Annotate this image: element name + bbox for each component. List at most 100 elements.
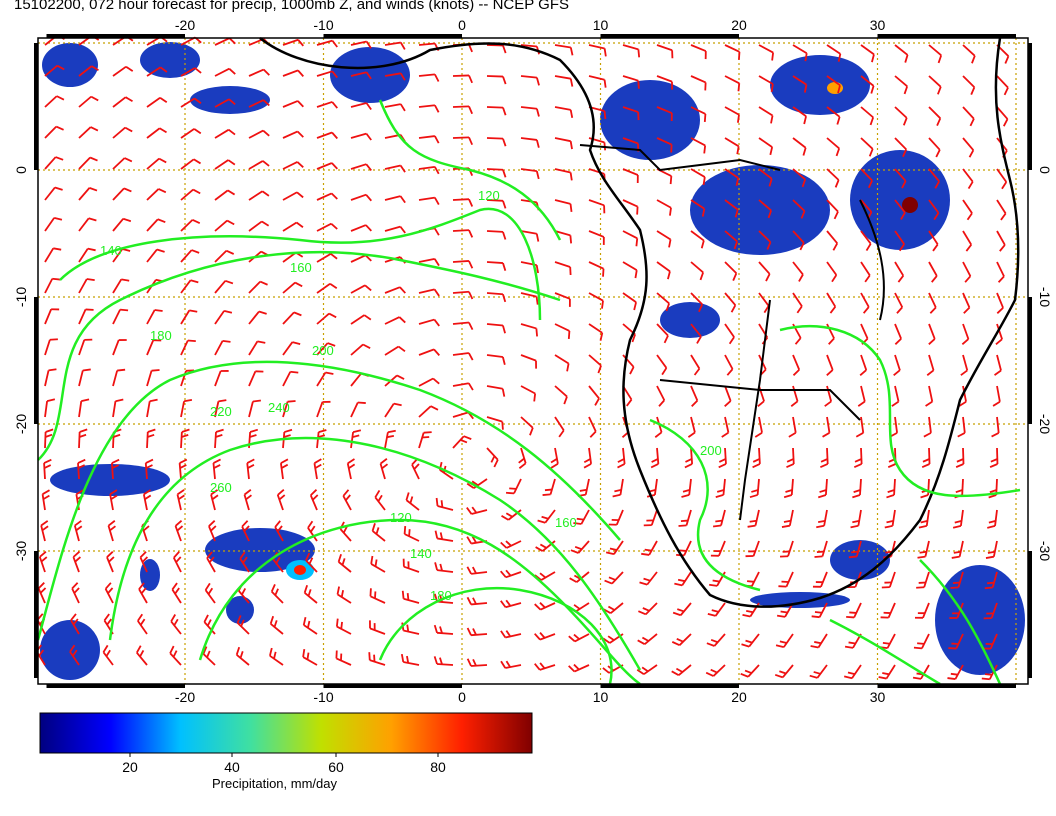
wind-barb xyxy=(204,582,216,604)
wind-barb xyxy=(554,199,573,212)
wind-barb xyxy=(500,660,522,669)
wind-barb xyxy=(403,525,420,542)
wind-barb xyxy=(44,368,57,387)
wind-barb xyxy=(690,199,706,217)
wind-barb xyxy=(384,72,406,81)
wind-barb xyxy=(276,489,286,511)
wind-barb xyxy=(656,75,673,90)
wind-barb xyxy=(588,199,606,214)
wind-barb xyxy=(282,370,299,387)
wind-barb xyxy=(44,428,54,449)
colorbar xyxy=(39,712,533,754)
wind-barb xyxy=(588,261,605,277)
wind-barb xyxy=(569,571,590,583)
wind-barb xyxy=(923,416,932,438)
wind-barb xyxy=(724,230,739,250)
lon-tick-bottom: 20 xyxy=(731,689,747,705)
frame-segment xyxy=(877,684,1016,688)
wind-barb xyxy=(269,615,284,635)
wind-barb xyxy=(554,261,572,276)
wind-barb xyxy=(774,664,794,679)
wind-barb xyxy=(384,402,402,418)
colorbar-label: Precipitation, mm/day xyxy=(212,776,337,791)
wind-barb xyxy=(44,247,62,263)
wind-barb xyxy=(656,44,674,59)
wind-barb xyxy=(486,292,507,303)
wind-barb xyxy=(486,354,506,365)
wind-barb xyxy=(893,354,901,376)
wind-barb xyxy=(928,44,943,64)
wind-barb xyxy=(820,447,829,469)
wind-barb xyxy=(780,540,794,558)
contour-line xyxy=(36,360,621,641)
wind-barb xyxy=(248,220,270,232)
wind-barb xyxy=(962,261,972,283)
wind-barb xyxy=(859,354,868,376)
wind-barb xyxy=(961,323,970,345)
wind-barb xyxy=(721,416,730,438)
wind-barb xyxy=(758,106,774,124)
lat-tick-left: -30 xyxy=(13,541,29,561)
wind-barb xyxy=(239,551,250,573)
wind-barb xyxy=(690,75,707,91)
wind-barb xyxy=(786,447,795,469)
wind-barb xyxy=(102,644,114,666)
contour-label: 120 xyxy=(390,510,412,525)
wind-barb xyxy=(346,458,356,480)
wind-barb xyxy=(146,248,165,263)
wind-barb xyxy=(886,478,896,499)
wind-barb xyxy=(37,582,47,604)
wind-barb xyxy=(622,168,639,184)
wind-barb xyxy=(860,168,873,189)
wind-barb xyxy=(282,341,301,356)
wind-barb xyxy=(554,292,571,307)
contour-label: 200 xyxy=(312,343,334,358)
contour-label: 240 xyxy=(268,400,290,415)
wind-barb xyxy=(605,540,624,556)
wind-barb xyxy=(724,137,740,155)
wind-barb xyxy=(452,105,473,115)
wind-barb xyxy=(983,602,998,620)
wind-barb xyxy=(302,617,318,635)
axis-labels: -20 -20 -10 -10 0 0 10 10 20 20 30 30 0 0 -10 -10 -20 -20… xyxy=(13,17,1053,705)
colorbar-tick-label: 40 xyxy=(224,759,240,775)
wind-barb xyxy=(588,323,604,341)
wind-barb xyxy=(418,73,440,82)
wind-barb xyxy=(724,199,739,218)
wind-barb xyxy=(588,75,607,88)
wind-barb xyxy=(656,106,673,122)
frame-segment xyxy=(46,34,185,38)
wind-barb xyxy=(43,458,52,480)
wind-barb xyxy=(214,399,227,418)
wind-barb xyxy=(724,354,734,376)
wind-barb xyxy=(112,65,134,77)
wind-barb xyxy=(639,571,658,586)
wind-barb xyxy=(962,292,971,314)
wind-barb xyxy=(843,664,862,680)
wind-barb xyxy=(401,590,420,604)
wind-barb xyxy=(928,292,937,314)
wind-barb xyxy=(962,137,975,158)
frame-segment xyxy=(600,684,739,688)
wind-barb xyxy=(486,168,507,178)
wind-barb xyxy=(926,354,935,376)
wind-barb xyxy=(309,489,319,511)
wind-barb xyxy=(855,416,865,438)
wind-barb xyxy=(434,530,454,542)
wind-barb xyxy=(568,633,590,643)
wind-barb xyxy=(384,286,406,294)
wind-barb xyxy=(656,137,673,153)
wind-barb xyxy=(534,602,556,611)
wind-barb xyxy=(537,509,556,524)
wind-barb xyxy=(860,75,875,94)
wind-barb xyxy=(350,132,372,141)
wind-barb xyxy=(243,489,252,511)
wind-barb xyxy=(792,199,806,219)
wind-barb xyxy=(826,199,839,220)
wind-barb xyxy=(690,292,704,313)
wind-barb xyxy=(950,571,964,589)
colorbar-tick-label: 20 xyxy=(122,759,138,775)
wind-barb xyxy=(70,613,80,635)
wind-barb xyxy=(402,558,420,573)
wind-barb xyxy=(758,292,770,314)
